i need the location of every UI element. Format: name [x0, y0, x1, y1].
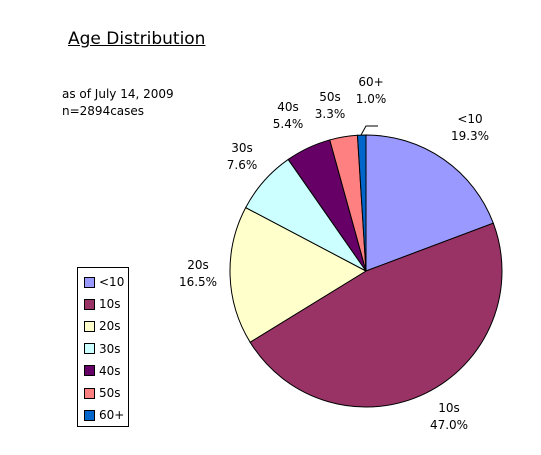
pie-slice-under10	[365, 134, 494, 272]
legend-item-60plus: 60+	[78, 404, 128, 426]
pie-slice-10s	[249, 222, 503, 408]
subtitle-date: as of July 14, 2009	[62, 87, 174, 101]
pie-slice-60plus	[356, 134, 367, 272]
slice-value: 16.5%	[178, 275, 218, 289]
slice-label-40s: 40s 5.4%	[273, 99, 304, 133]
legend-item-40s: 40s	[78, 360, 128, 382]
slice-label-60plus: 60+ 1.0%	[356, 74, 387, 108]
slice-value: 7.6%	[226, 158, 258, 172]
legend-item-under10: <10	[78, 271, 128, 293]
slice-category: 40s	[277, 100, 299, 114]
legend-label: 40s	[99, 363, 121, 378]
pie-slices	[229, 134, 503, 408]
slice-value: 3.3%	[314, 107, 346, 121]
slice-category: 50s	[319, 90, 341, 104]
legend-swatch	[84, 365, 95, 377]
slice-label-10s: 10s 47.0%	[430, 400, 468, 434]
leader-line-60plus	[360, 125, 378, 136]
slice-label-50s: 50s 3.3%	[315, 89, 346, 123]
legend-label: 10s	[99, 297, 121, 312]
slice-category: 60+	[358, 75, 384, 89]
subtitle-count: n=2894cases	[62, 104, 145, 118]
slice-label-under10: <10 19.3%	[451, 111, 489, 145]
legend-item-50s: 50s	[78, 382, 128, 404]
chart-title: Age Distribution	[68, 29, 206, 49]
slice-value: 5.4%	[272, 117, 304, 131]
pie-slice-20s	[229, 206, 368, 343]
slice-category: 10s	[438, 401, 460, 415]
slice-value: 19.3%	[450, 129, 490, 143]
slice-category: 30s	[231, 141, 253, 155]
slice-category: <10	[457, 112, 483, 126]
leader-lines	[360, 125, 378, 136]
legend-swatch	[84, 387, 95, 399]
legend-swatch	[84, 409, 95, 421]
legend: <10 10s 20s 30s 40s 50s 60+	[77, 267, 129, 427]
chart-subtitle: as of July 14, 2009 n=2894cases	[62, 86, 174, 120]
slice-label-20s: 20s 16.5%	[179, 257, 217, 291]
legend-label: 60+	[99, 408, 125, 423]
slice-value: 1.0%	[355, 92, 387, 106]
slice-category: 20s	[187, 258, 209, 272]
legend-label: 30s	[99, 341, 121, 356]
legend-label: <10	[99, 275, 125, 290]
legend-item-20s: 20s	[78, 315, 128, 337]
slice-label-30s: 30s 7.6%	[227, 140, 258, 174]
legend-swatch	[84, 298, 95, 310]
legend-item-10s: 10s	[78, 293, 128, 315]
legend-swatch	[84, 343, 95, 355]
legend-swatch	[84, 276, 95, 288]
legend-item-30s: 30s	[78, 338, 128, 360]
legend-label: 20s	[99, 319, 121, 334]
legend-swatch	[84, 320, 95, 332]
legend-label: 50s	[99, 386, 121, 401]
slice-value: 47.0%	[429, 418, 469, 432]
